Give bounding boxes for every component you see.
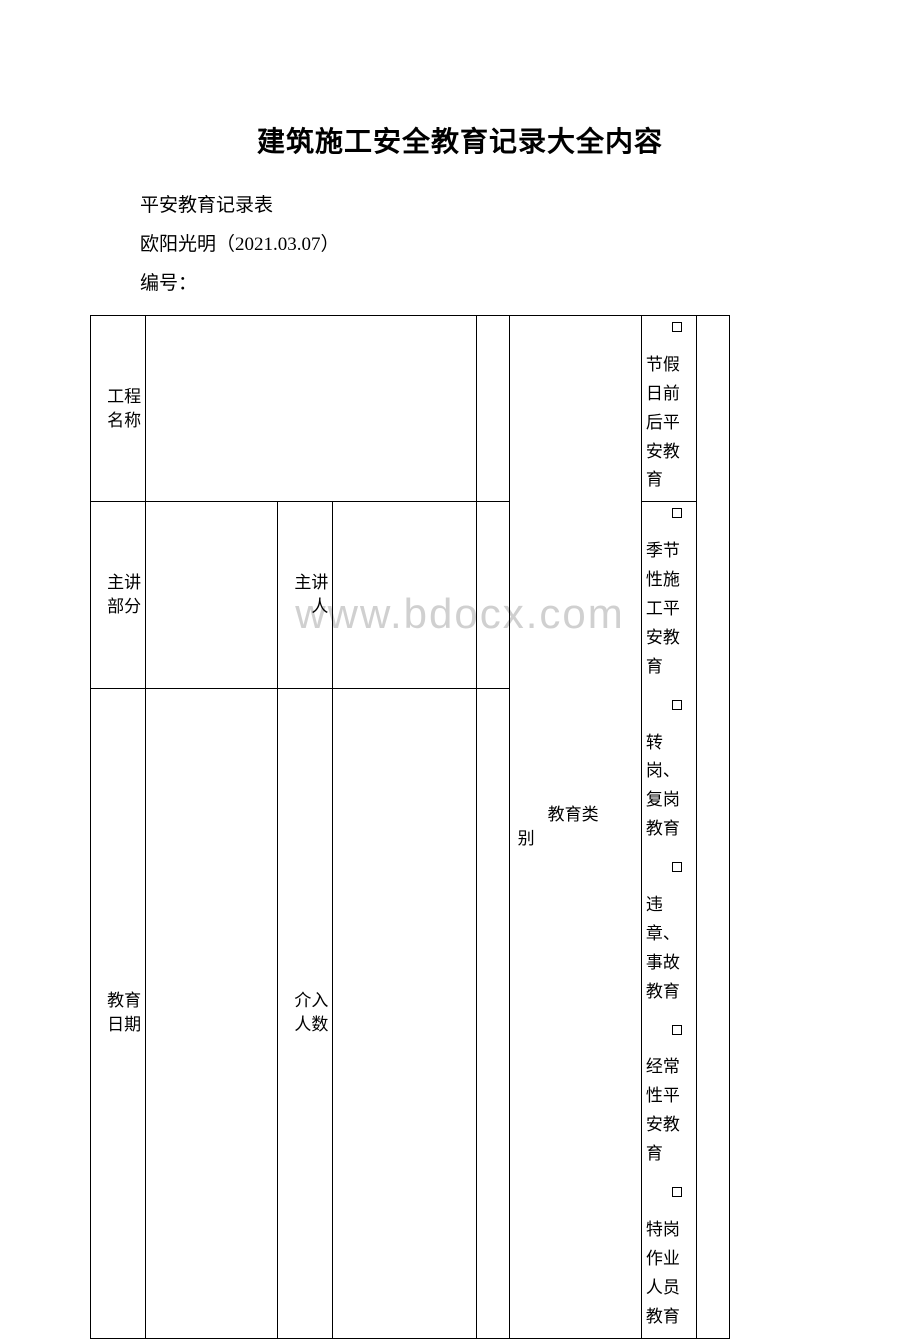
checkbox-label: 季节性施工平安教育 bbox=[646, 541, 680, 676]
checkbox-item: 经常性平安教育 bbox=[646, 1025, 692, 1169]
checkbox-item: 季节性施工平安教育 bbox=[646, 508, 692, 681]
spacer-cell bbox=[476, 688, 509, 1338]
checkbox-label: 转岗、复岗教育 bbox=[646, 733, 680, 839]
checkbox-icon bbox=[672, 1025, 682, 1035]
category-label-suffix: 别 bbox=[518, 829, 535, 848]
project-name-value bbox=[146, 316, 477, 502]
checkbox-item: 特岗作业人员教育 bbox=[646, 1187, 692, 1331]
lecturer-dept-label: 主讲部分 bbox=[91, 502, 146, 688]
education-date-value bbox=[146, 688, 278, 1338]
document-title: 建筑施工安全教育记录大全内容 bbox=[90, 120, 830, 160]
project-name-label: 工程名称 bbox=[91, 316, 146, 502]
author-date-line: 欧阳光明（2021.03.07） bbox=[90, 229, 830, 256]
spacer-cell bbox=[476, 502, 509, 688]
checkbox-label: 特岗作业人员教育 bbox=[646, 1220, 680, 1326]
participant-count-value bbox=[333, 688, 476, 1338]
checkbox-icon bbox=[672, 862, 682, 872]
subtitle-line: 平安教育记录表 bbox=[90, 190, 830, 217]
form-table-container: 工程名称 教育类 别 节假日前后平安教育 主讲部分 主讲人 bbox=[90, 315, 830, 1339]
checkbox-item: 节假日前后平安教育 bbox=[646, 322, 692, 495]
checkbox-item: 违章、事故教育 bbox=[646, 862, 692, 1006]
category-label-prefix: 教育类 bbox=[518, 803, 599, 827]
education-category-label: 教育类 别 bbox=[509, 316, 641, 1339]
category-items-cell: 季节性施工平安教育 转岗、复岗教育 违章、事故教育 经常性平安教育 bbox=[641, 502, 696, 1338]
category-last-cell bbox=[696, 316, 729, 1339]
document-content: 建筑施工安全教育记录大全内容 平安教育记录表 欧阳光明（2021.03.07） … bbox=[90, 120, 830, 1339]
participant-count-label: 介入人数 bbox=[278, 688, 333, 1338]
checkbox-label: 违章、事故教育 bbox=[646, 895, 680, 1001]
form-table: 工程名称 教育类 别 节假日前后平安教育 主讲部分 主讲人 bbox=[90, 315, 730, 1339]
table-row: 工程名称 教育类 别 节假日前后平安教育 bbox=[91, 316, 730, 502]
checkbox-icon bbox=[672, 700, 682, 710]
checkbox-item: 转岗、复岗教育 bbox=[646, 700, 692, 844]
checkbox-icon bbox=[672, 322, 682, 332]
checkbox-label: 经常性平安教育 bbox=[646, 1057, 680, 1163]
education-date-label: 教育日期 bbox=[91, 688, 146, 1338]
lecturer-label: 主讲人 bbox=[278, 502, 333, 688]
checkbox-icon bbox=[672, 508, 682, 518]
spacer-cell bbox=[476, 316, 509, 502]
category-item-cell: 节假日前后平安教育 bbox=[641, 316, 696, 502]
checkbox-icon bbox=[672, 1187, 682, 1197]
lecturer-value bbox=[333, 502, 476, 688]
checkbox-label: 节假日前后平安教育 bbox=[646, 355, 680, 490]
lecturer-dept-value bbox=[146, 502, 278, 688]
number-line: 编号： bbox=[90, 268, 830, 295]
